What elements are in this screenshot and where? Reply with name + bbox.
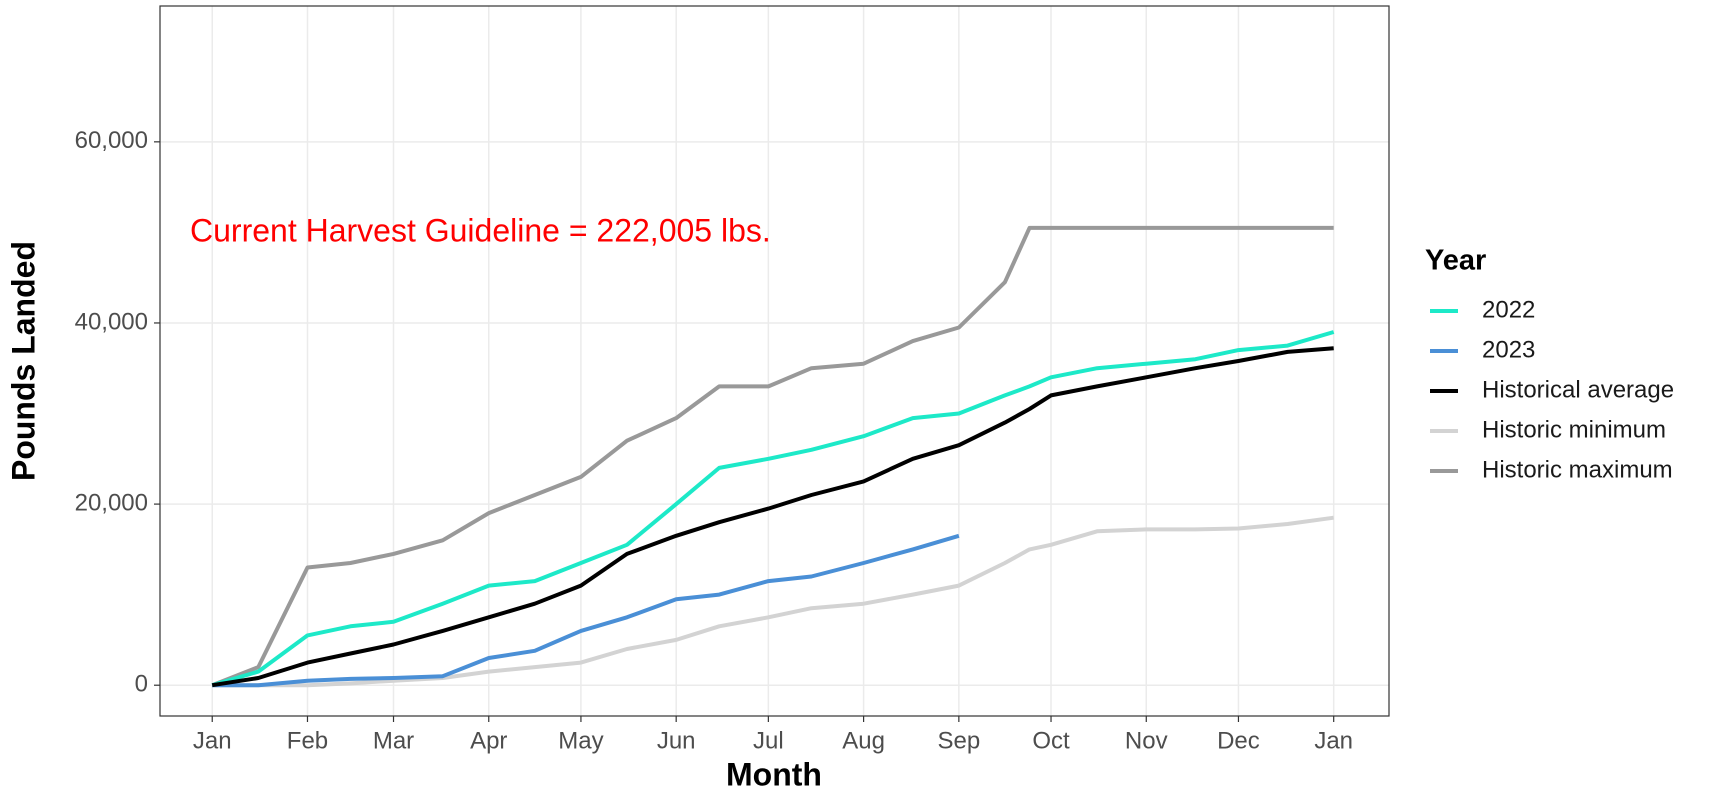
y-axis-label: Pounds Landed — [5, 241, 41, 481]
annotation: Current Harvest Guideline = 222,005 lbs. — [190, 212, 771, 248]
x-axis-label: Month — [726, 756, 822, 792]
x-tick-label: Jul — [753, 727, 784, 754]
y-tick-label: 40,000 — [75, 308, 148, 335]
x-tick-label: Aug — [842, 727, 885, 754]
series-line — [211, 346, 1334, 688]
x-tick-label: Jan — [1314, 727, 1353, 754]
x-tick-label: Sep — [937, 727, 980, 754]
legend-label: 2022 — [1482, 296, 1535, 323]
legend-title: Year — [1425, 245, 1486, 277]
x-tick-label: Feb — [287, 727, 328, 754]
y-tick-label: 60,000 — [75, 127, 148, 154]
legend-label: 2023 — [1482, 336, 1535, 363]
x-tick-label: Jan — [193, 727, 232, 754]
legend-label: Historic minimum — [1482, 416, 1666, 443]
series-line — [212, 533, 960, 688]
panel — [160, 6, 1389, 716]
x-tick-label: Dec — [1217, 727, 1260, 754]
series-line — [211, 330, 1335, 688]
x-tick-label: Oct — [1032, 727, 1070, 754]
x-tick-label: Jun — [657, 727, 696, 754]
y-tick-label: 20,000 — [75, 489, 148, 516]
x-tick-label: Nov — [1125, 727, 1168, 754]
x-tick-label: Mar — [373, 727, 414, 754]
y-tick-label: 0 — [135, 671, 148, 698]
x-tick-label: Apr — [470, 727, 507, 754]
x-tick-label: May — [558, 727, 603, 754]
series-line — [212, 515, 1334, 688]
series-line — [211, 225, 1334, 688]
legend-label: Historic maximum — [1482, 456, 1673, 483]
panel-border — [159, 5, 1390, 717]
legend-label: Historical average — [1482, 376, 1674, 403]
